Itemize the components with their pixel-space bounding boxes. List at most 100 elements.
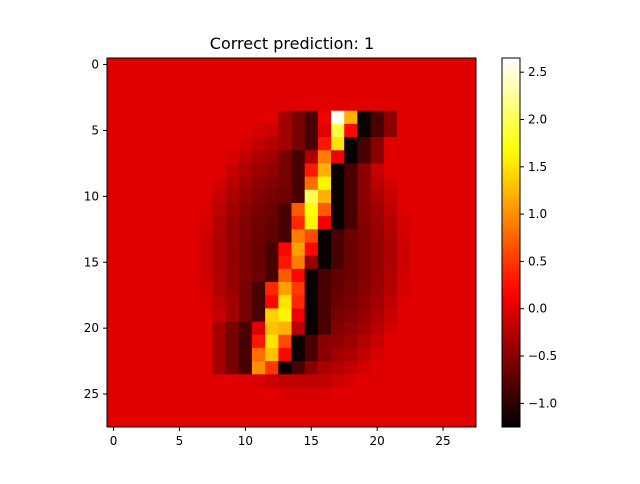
heatmap-cell	[251, 361, 266, 375]
heatmap-cell	[278, 321, 292, 336]
heatmap-cell	[436, 282, 451, 296]
heatmap-cell	[146, 347, 161, 362]
heatmap-cell	[357, 176, 371, 191]
heatmap-cell	[212, 255, 227, 270]
heatmap-cell	[133, 189, 147, 204]
heatmap-cell	[278, 216, 292, 230]
heatmap-cell	[423, 321, 437, 336]
heatmap-cell	[186, 347, 200, 362]
heatmap-cell	[317, 123, 332, 138]
heatmap-cell	[410, 229, 424, 243]
heatmap-cell	[251, 176, 266, 191]
heatmap-cell	[304, 110, 319, 125]
heatmap-cell	[370, 189, 385, 204]
heatmap-cell	[462, 123, 477, 138]
heatmap-cell	[212, 242, 227, 257]
heatmap-cell	[383, 387, 398, 402]
heatmap-cell	[344, 202, 358, 217]
heatmap-cell	[344, 229, 358, 243]
heatmap-cell	[212, 268, 227, 283]
heatmap-cell	[225, 84, 240, 98]
heatmap-cell	[370, 163, 385, 178]
heatmap-cell	[396, 229, 411, 243]
heatmap-cell	[462, 268, 477, 283]
heatmap-cell	[317, 150, 332, 164]
heatmap-cell	[291, 282, 306, 296]
x-tick-label: 25	[435, 434, 450, 448]
x-tick-label: 0	[110, 434, 118, 448]
heatmap-cell	[199, 334, 213, 349]
heatmap-cell	[278, 400, 292, 415]
heatmap-cell	[317, 295, 332, 309]
heatmap-cell	[383, 361, 398, 375]
heatmap-cell	[212, 84, 227, 98]
heatmap-cell	[317, 176, 332, 191]
heatmap-cell	[410, 176, 424, 191]
heatmap-cell	[331, 97, 345, 112]
heatmap-cell	[344, 295, 358, 309]
heatmap-cell	[317, 110, 332, 125]
heatmap-cell	[331, 255, 345, 270]
heatmap-cell	[370, 242, 385, 257]
heatmap-cell	[344, 84, 358, 98]
heatmap-cell	[423, 163, 437, 178]
heatmap-cell	[146, 229, 161, 243]
heatmap-cell	[238, 150, 253, 164]
heatmap-cell	[251, 216, 266, 230]
heatmap-cell	[410, 413, 424, 428]
heatmap-cell	[265, 163, 279, 178]
heatmap-cell	[265, 71, 279, 85]
heatmap-cell	[331, 374, 345, 388]
heatmap-cell	[265, 58, 279, 72]
heatmap-cell	[212, 413, 227, 428]
heatmap-cell	[331, 71, 345, 85]
heatmap-cell	[396, 413, 411, 428]
heatmap-cell	[238, 387, 253, 402]
heatmap-cell	[278, 361, 292, 375]
heatmap-cell	[120, 202, 134, 217]
heatmap-cell	[278, 229, 292, 243]
heatmap-cell	[410, 71, 424, 85]
heatmap-cell	[159, 150, 174, 164]
heatmap-cell	[238, 137, 253, 151]
heatmap-cell	[238, 308, 253, 322]
heatmap-cell	[159, 71, 174, 85]
heatmap-cell	[265, 321, 279, 336]
heatmap-cell	[317, 413, 332, 428]
heatmap-cell	[212, 334, 227, 349]
heatmap-cell	[238, 242, 253, 257]
heatmap-cell	[251, 268, 266, 283]
heatmap-cell	[291, 361, 306, 375]
heatmap-cell	[278, 413, 292, 428]
heatmap-cell	[225, 400, 240, 415]
heatmap-cell	[133, 308, 147, 322]
heatmap-cell	[436, 400, 451, 415]
heatmap-cell	[449, 242, 464, 257]
heatmap-cell	[357, 58, 371, 72]
heatmap-cell	[383, 110, 398, 125]
heatmap-cell	[436, 123, 451, 138]
heatmap-cell	[344, 361, 358, 375]
heatmap-cell	[462, 189, 477, 204]
heatmap-cell	[238, 84, 253, 98]
heatmap-cell	[383, 413, 398, 428]
heatmap-cell	[304, 202, 319, 217]
heatmap-cell	[423, 361, 437, 375]
heatmap-cell	[304, 347, 319, 362]
heatmap-cell	[304, 374, 319, 388]
heatmap-cell	[423, 400, 437, 415]
heatmap-cell	[357, 334, 371, 349]
heatmap-cell	[357, 255, 371, 270]
heatmap-cell	[291, 176, 306, 191]
heatmap-cell	[238, 268, 253, 283]
heatmap-cell	[133, 334, 147, 349]
heatmap-cell	[462, 150, 477, 164]
heatmap-cell	[159, 137, 174, 151]
heatmap-cell	[304, 189, 319, 204]
heatmap-cell	[410, 202, 424, 217]
heatmap-cell	[423, 295, 437, 309]
heatmap-cell	[410, 374, 424, 388]
heatmap-cell	[172, 334, 187, 349]
heatmap-cell	[331, 334, 345, 349]
heatmap-cell	[278, 150, 292, 164]
